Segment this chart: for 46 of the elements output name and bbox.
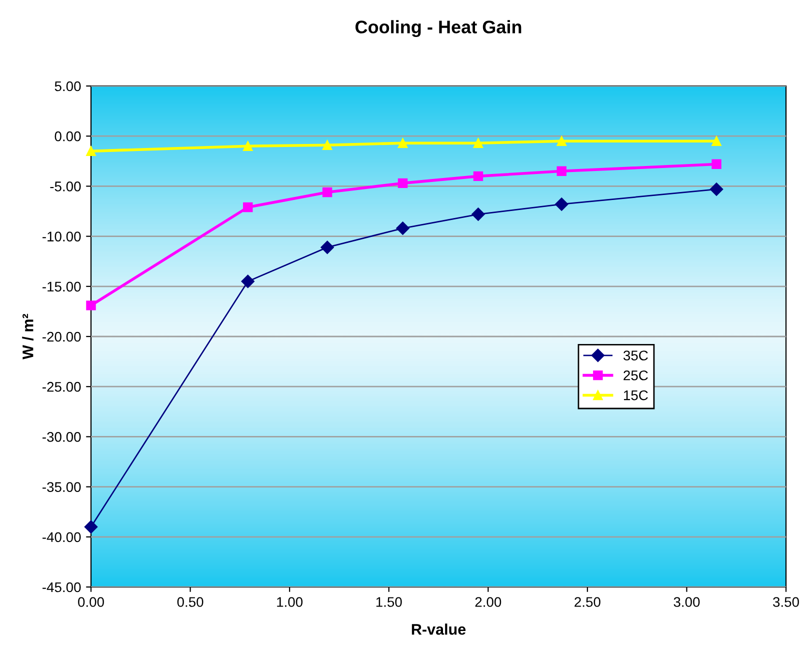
y-tick-label: 5.00 [54, 81, 81, 92]
point [710, 182, 724, 196]
x-tick-label: 3.50 [773, 597, 799, 607]
x-tick-label: 2.00 [475, 597, 502, 607]
legend-label: 35C [623, 350, 648, 360]
legend-label: 25C [624, 370, 648, 380]
point [84, 520, 98, 534]
point [243, 202, 253, 212]
point [556, 166, 566, 176]
point [320, 240, 334, 254]
point [86, 300, 96, 310]
x-tick-label: 2.50 [574, 597, 600, 607]
point [322, 140, 332, 150]
x-tick-label: 0.00 [78, 597, 104, 607]
point [322, 187, 332, 198]
point [241, 274, 254, 288]
y-axis-title: W / m² [22, 314, 34, 360]
chart-title: Cooling - Heat Gain [355, 20, 522, 38]
y-tick-label: -45.00 [42, 582, 81, 592]
point [396, 222, 410, 235]
y-tick-label: 0.00 [54, 131, 81, 142]
point [243, 141, 253, 151]
point [86, 146, 96, 156]
point [555, 198, 568, 211]
x-tick-label: 0.50 [177, 597, 204, 607]
point [556, 136, 566, 146]
point [473, 138, 484, 148]
x-tick-label: 1.50 [376, 597, 402, 607]
y-tick-label: -25.00 [42, 382, 81, 392]
point [398, 178, 408, 188]
y-tick-label: -35.00 [42, 482, 81, 492]
y-tick-label: -10.00 [42, 232, 81, 242]
point [398, 138, 408, 148]
y-tick-label: -40.00 [42, 532, 81, 542]
point [473, 171, 484, 182]
y-tick-label: -15.00 [42, 282, 81, 292]
point [472, 208, 485, 221]
point [712, 159, 722, 170]
y-tick-label: -20.00 [42, 332, 81, 342]
y-tick-label: -30.00 [42, 432, 81, 442]
x-axis-title: R-value [412, 624, 466, 635]
point [712, 136, 722, 146]
legend-label: 15C [624, 390, 648, 400]
x-tick-label: 3.00 [674, 597, 700, 607]
y-tick-label: -5.00 [50, 182, 81, 192]
x-tick-label: 1.00 [277, 597, 303, 607]
